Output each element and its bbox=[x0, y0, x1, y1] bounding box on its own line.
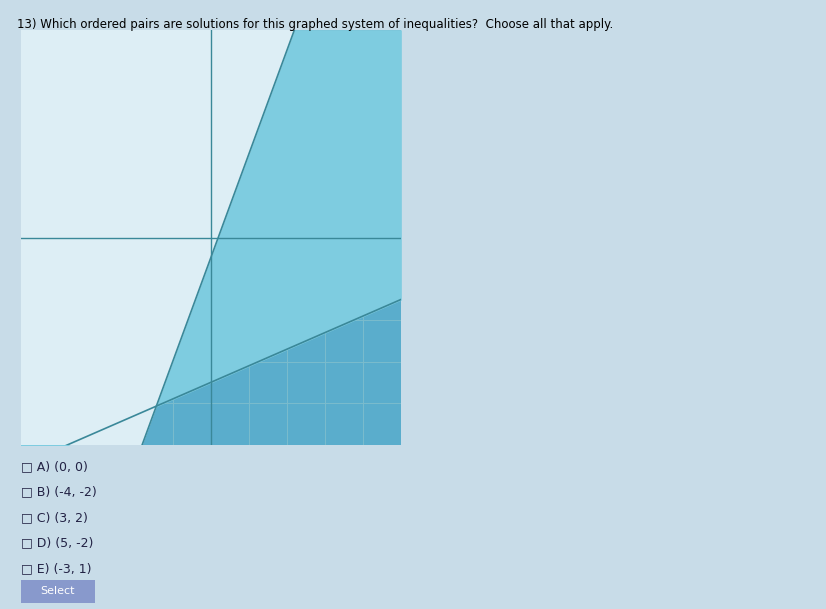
Text: □ E) (-3, 1): □ E) (-3, 1) bbox=[21, 562, 91, 575]
Text: □ A) (0, 0): □ A) (0, 0) bbox=[21, 460, 88, 473]
Text: □ B) (-4, -2): □ B) (-4, -2) bbox=[21, 485, 97, 498]
Text: Select: Select bbox=[40, 586, 75, 596]
Text: 13) Which ordered pairs are solutions for this graphed system of inequalities?  : 13) Which ordered pairs are solutions fo… bbox=[17, 18, 613, 31]
Text: □ D) (5, -2): □ D) (5, -2) bbox=[21, 537, 93, 549]
Text: □ C) (3, 2): □ C) (3, 2) bbox=[21, 511, 88, 524]
